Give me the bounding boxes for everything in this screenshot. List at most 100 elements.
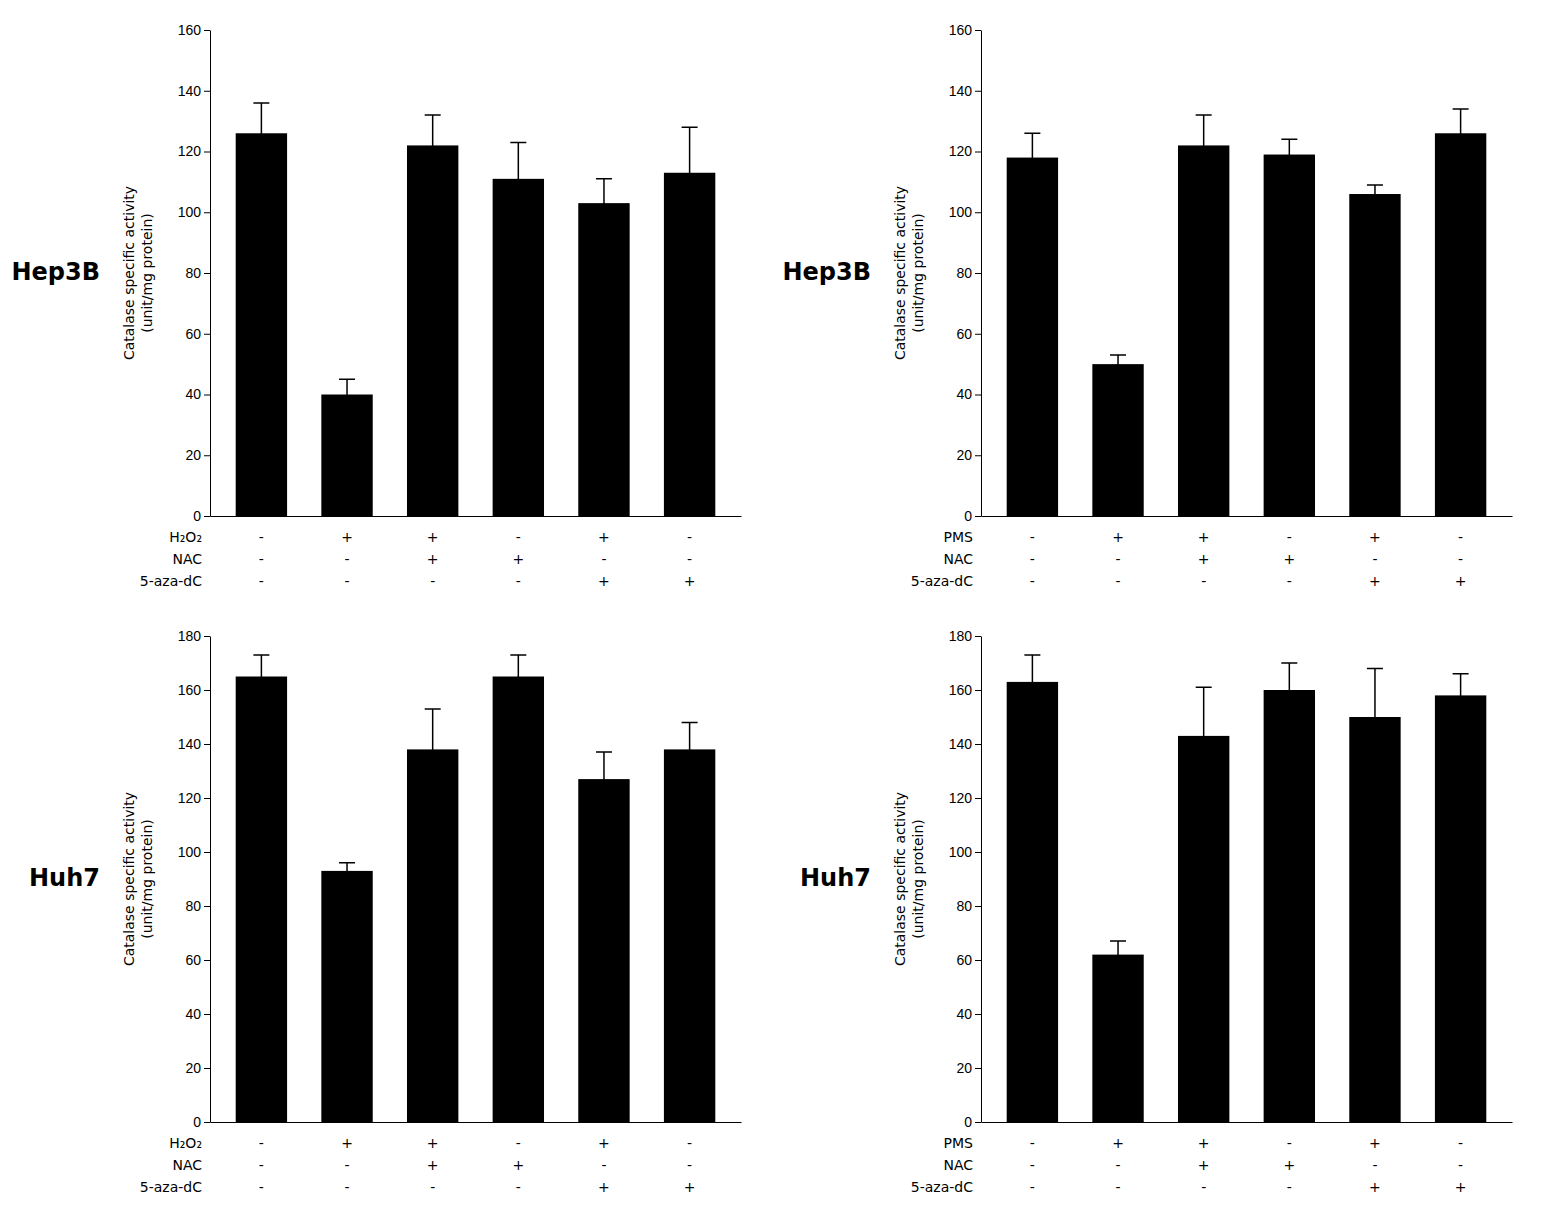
y-tick: 80: [185, 265, 210, 281]
y-tick-label: 60: [185, 326, 201, 342]
y-axis: 020406080100120140160: [178, 22, 211, 524]
treatment-row: PMS-++-+-: [944, 1135, 1464, 1151]
treatment-sign: -: [516, 529, 521, 545]
bar: [1007, 682, 1058, 1122]
y-axis-line: [210, 637, 211, 1123]
y-axis-title: Catalase specific activity(unit/mg prote…: [892, 186, 926, 360]
treatment-sign: -: [1458, 529, 1463, 545]
y-tick-mark: [204, 960, 210, 961]
treatment-label: PMS: [944, 529, 974, 545]
bar: [578, 203, 629, 516]
treatment-sign: -: [345, 1157, 350, 1173]
y-tick-mark: [204, 636, 210, 637]
error-bar: [510, 655, 526, 698]
treatment-sign: +: [598, 529, 610, 545]
cell-line-label: Hep3B: [11, 258, 100, 286]
treatment-sign: +: [427, 529, 439, 545]
bar: [1178, 736, 1229, 1122]
error-bar: [510, 142, 526, 215]
y-axis-title-line: (unit/mg protein): [910, 213, 926, 333]
treatment-sign: +: [512, 551, 524, 567]
panel: 020406080100120140160Catalase specific a…: [782, 22, 1512, 589]
y-tick: 80: [185, 898, 210, 914]
y-tick-mark: [204, 334, 210, 335]
y-tick-mark: [204, 152, 210, 153]
bar: [407, 749, 458, 1122]
bar: [321, 871, 372, 1122]
error-bar: [1281, 139, 1297, 169]
y-tick-label: 160: [949, 682, 973, 698]
treatment-sign: -: [1030, 1157, 1035, 1173]
y-tick-mark: [204, 212, 210, 213]
treatment-sign: -: [259, 1179, 264, 1195]
y-axis-title-line: (unit/mg protein): [139, 819, 155, 939]
y-axis-line: [210, 31, 211, 517]
treatment-row: H₂O₂-++-+-: [169, 1135, 692, 1151]
y-tick-mark: [975, 798, 981, 799]
treatment-sign: +: [1198, 1157, 1210, 1173]
y-tick-mark: [975, 1122, 981, 1123]
treatment-sign: -: [1201, 573, 1206, 589]
marks: [1007, 109, 1487, 516]
error-bar: [339, 863, 355, 879]
y-tick-mark: [975, 852, 981, 853]
panel: 020406080100120140160180Catalase specifi…: [800, 628, 1512, 1195]
y-tick-mark: [975, 334, 981, 335]
bar: [1007, 158, 1058, 516]
y-tick-label: 20: [956, 1060, 972, 1076]
y-tick-label: 100: [949, 844, 973, 860]
bar: [1349, 194, 1400, 516]
y-tick-mark: [975, 516, 981, 517]
cell-line-label: Hep3B: [782, 258, 871, 286]
y-tick-label: 40: [185, 386, 201, 402]
x-axis: [982, 1122, 1513, 1123]
error-bar: [1281, 663, 1297, 717]
treatment-label: 5-aza-dC: [911, 573, 973, 589]
y-tick: 60: [956, 326, 981, 342]
treatment-sign: +: [684, 1179, 696, 1195]
treatment-row: 5-aza-dC----++: [911, 1179, 1467, 1195]
treatment-sign: -: [1372, 551, 1377, 567]
y-tick-mark: [204, 273, 210, 274]
y-tick: 40: [185, 1006, 210, 1022]
y-tick-label: 140: [178, 736, 202, 752]
y-tick-label: 80: [185, 265, 201, 281]
bar: [664, 749, 715, 1122]
treatment-sign: +: [1283, 1157, 1295, 1173]
treatment-sign: +: [341, 529, 353, 545]
treatment-sign: +: [1198, 551, 1210, 567]
bar: [236, 677, 287, 1123]
error-bar: [339, 379, 355, 409]
treatment-sign: -: [1030, 529, 1035, 545]
treatment-sign: -: [1030, 1135, 1035, 1151]
treatment-sign: +: [427, 1135, 439, 1151]
treatment-sign: -: [259, 1135, 264, 1151]
y-tick: 100: [178, 204, 210, 220]
y-tick-label: 120: [949, 143, 973, 159]
y-tick-label: 20: [185, 1060, 201, 1076]
y-tick-label: 40: [956, 1006, 972, 1022]
treatment-sign: +: [1369, 1135, 1381, 1151]
y-tick-mark: [204, 1122, 210, 1123]
y-tick-mark: [975, 212, 981, 213]
error-bar: [1453, 109, 1469, 158]
bar: [407, 145, 458, 516]
y-tick-label: 80: [956, 265, 972, 281]
y-tick: 140: [949, 83, 981, 99]
x-axis-line: [982, 1122, 1513, 1123]
treatment-label: H₂O₂: [169, 1135, 202, 1151]
y-tick-mark: [975, 906, 981, 907]
y-tick: 20: [956, 1060, 981, 1076]
error-bar: [253, 655, 269, 698]
treatment-sign: -: [601, 1157, 606, 1173]
treatment-sign: -: [345, 551, 350, 567]
y-tick-label: 60: [956, 952, 972, 968]
x-axis: [982, 516, 1513, 517]
y-tick: 20: [185, 1060, 210, 1076]
marks: [236, 103, 716, 516]
bar: [321, 395, 372, 517]
error-bar: [1110, 941, 1126, 968]
bar: [1435, 133, 1486, 516]
y-tick-mark: [204, 455, 210, 456]
treatment-row: PMS-++-+-: [944, 529, 1464, 545]
